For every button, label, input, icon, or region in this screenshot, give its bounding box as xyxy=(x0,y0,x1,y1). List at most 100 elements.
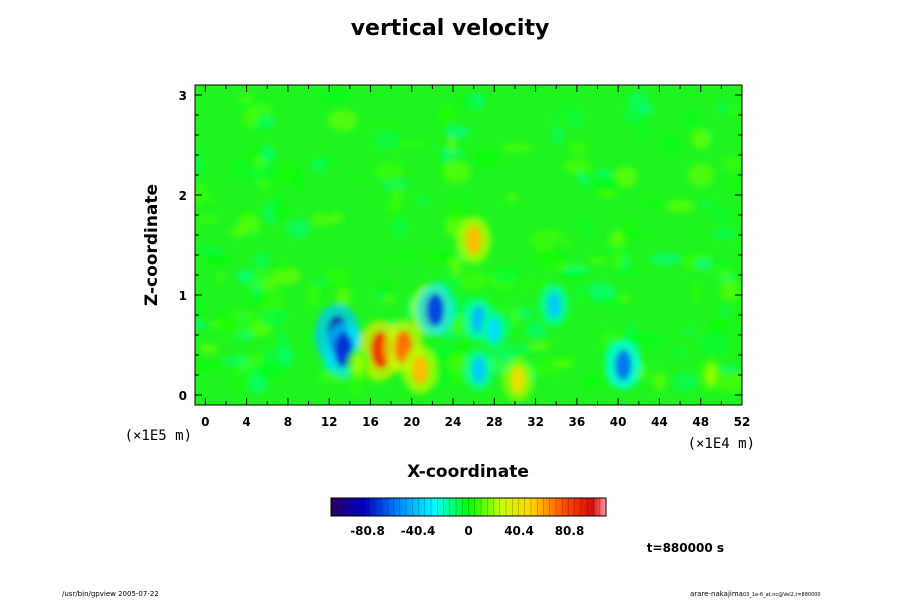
field-texture xyxy=(688,163,715,188)
field-texture xyxy=(460,342,470,355)
field-texture xyxy=(649,252,682,265)
x-tick-label: 48 xyxy=(692,415,709,429)
chart-title: vertical velocity xyxy=(350,16,550,41)
field-texture xyxy=(234,330,256,341)
colorbar-tick-label: 40.4 xyxy=(504,524,534,538)
field-texture xyxy=(726,328,742,336)
field-texture xyxy=(330,211,344,223)
field-texture xyxy=(230,158,246,179)
field-texture xyxy=(551,125,564,146)
field-texture xyxy=(710,206,732,224)
field-texture xyxy=(195,194,218,202)
field-texture xyxy=(676,346,686,359)
field-texture xyxy=(458,331,469,344)
field-texture xyxy=(712,228,737,240)
field-texture xyxy=(621,215,633,235)
field-texture xyxy=(244,228,257,241)
field-texture xyxy=(666,199,694,213)
field-texture xyxy=(326,267,350,286)
y-tick-label: 3 xyxy=(179,89,187,103)
heatmap-field xyxy=(195,88,742,402)
field-texture xyxy=(563,264,588,275)
footer-right-main: arare-nakajima xyxy=(690,590,743,598)
field-texture xyxy=(591,175,621,195)
field-texture xyxy=(637,118,650,142)
field-feature xyxy=(705,364,717,386)
field-texture xyxy=(270,265,294,273)
x-tick-label: 0 xyxy=(201,415,209,429)
field-texture xyxy=(383,295,397,304)
field-texture xyxy=(346,173,361,181)
field-texture xyxy=(638,105,656,115)
field-texture xyxy=(195,321,207,330)
x-tick-label: 52 xyxy=(734,415,751,429)
field-feature xyxy=(412,355,428,385)
y-axis-label: Z-coordinate xyxy=(142,184,162,306)
x-tick-label: 44 xyxy=(651,415,668,429)
colorbar-tick-label: 80.8 xyxy=(555,524,585,538)
field-feature xyxy=(352,354,364,376)
field-texture xyxy=(614,166,638,188)
field-texture xyxy=(311,213,334,227)
field-texture xyxy=(598,190,617,198)
y-tick-label: 0 xyxy=(179,389,187,403)
field-texture xyxy=(573,284,590,296)
field-texture xyxy=(255,279,280,286)
field-texture xyxy=(719,270,732,280)
field-texture xyxy=(619,293,631,304)
field-texture xyxy=(243,97,276,107)
field-texture xyxy=(595,296,622,308)
field-texture xyxy=(200,345,219,355)
plot-frame xyxy=(194,84,743,406)
field-texture xyxy=(286,218,312,239)
field-feature xyxy=(465,225,482,255)
field-texture xyxy=(449,256,464,277)
x-tick-label: 8 xyxy=(284,415,292,429)
field-texture xyxy=(327,109,359,132)
x-axis-label: X-coordinate xyxy=(407,462,529,482)
field-texture xyxy=(236,268,253,284)
field-texture xyxy=(724,177,742,189)
x-tick-label: 4 xyxy=(242,415,250,429)
field-texture xyxy=(372,130,401,151)
field-texture xyxy=(374,161,404,181)
field-texture xyxy=(473,148,500,168)
field-texture xyxy=(278,347,293,365)
y-scale-note: (×1E5 m) xyxy=(125,428,192,444)
field-texture xyxy=(733,274,742,285)
field-texture xyxy=(448,203,466,223)
field-texture xyxy=(443,330,460,342)
field-texture xyxy=(396,141,428,148)
field-texture xyxy=(195,151,204,175)
field-texture xyxy=(730,102,740,118)
x-tick-label: 20 xyxy=(403,415,420,429)
field-texture xyxy=(248,373,267,394)
field-texture xyxy=(678,329,697,336)
field-feature xyxy=(426,293,445,327)
y-tick-label: 2 xyxy=(179,189,187,203)
x-tick-label: 40 xyxy=(610,415,627,429)
field-texture xyxy=(315,279,327,286)
field-texture xyxy=(268,200,290,222)
field-texture xyxy=(502,344,532,356)
field-texture xyxy=(305,284,320,308)
field-texture xyxy=(560,235,570,248)
field-texture xyxy=(622,106,642,124)
field-texture xyxy=(335,286,352,307)
field-texture xyxy=(672,372,698,392)
field-texture xyxy=(568,141,589,157)
field-texture xyxy=(206,254,234,267)
field-texture xyxy=(442,148,451,165)
field-texture xyxy=(311,157,327,173)
field-texture xyxy=(274,192,283,202)
footer-right-sub: 03_1e-6_at.nc@Vel2,t=880000 xyxy=(742,592,821,598)
field-texture xyxy=(216,272,226,284)
colorbar-tick-label: 0 xyxy=(464,524,472,538)
field-texture xyxy=(246,293,270,304)
footer-right: arare-nakajima03_1e-6_at.nc@Vel2,t=88000… xyxy=(690,590,821,598)
field-texture xyxy=(716,372,742,393)
field-texture xyxy=(505,193,518,203)
colorbar-stripes xyxy=(337,498,600,516)
field-texture xyxy=(215,308,237,332)
